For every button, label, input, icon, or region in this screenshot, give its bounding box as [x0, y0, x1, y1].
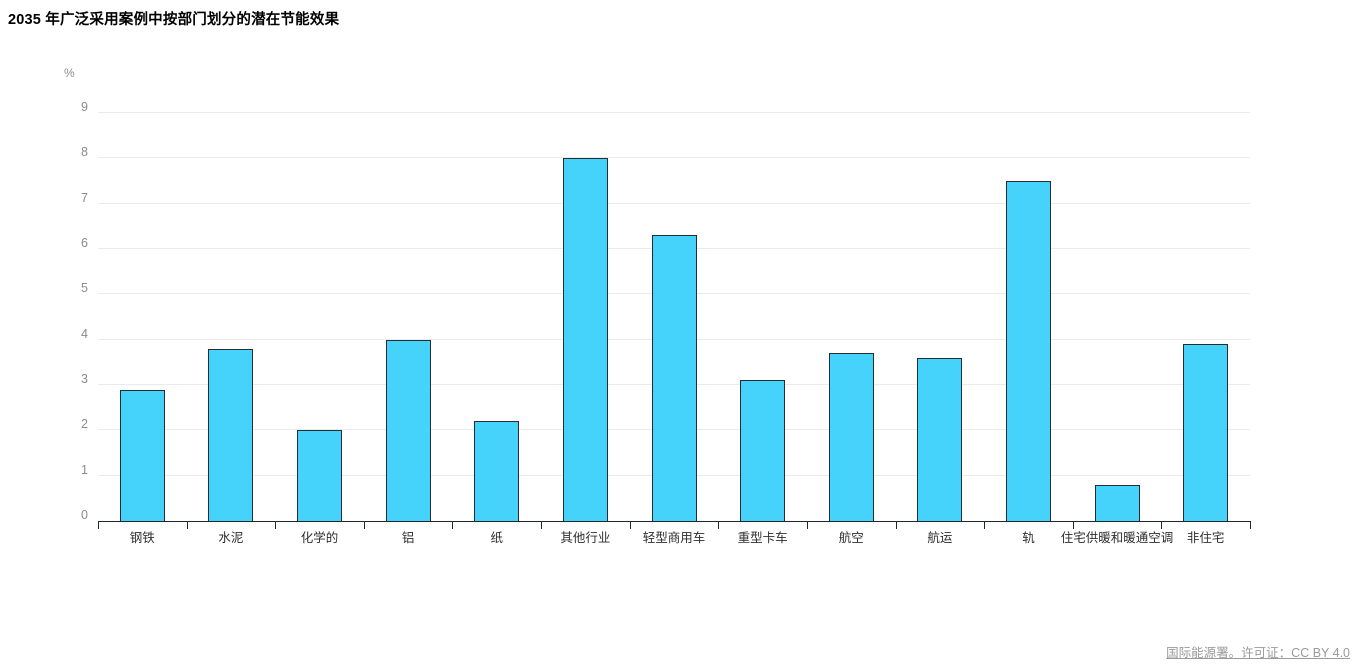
x-axis-category-label: 水泥	[218, 531, 244, 545]
x-axis-category-label: 纸	[490, 531, 504, 545]
y-axis-tick-label: 8	[81, 145, 88, 160]
gridline	[98, 157, 1250, 159]
y-axis-tick-label: 5	[81, 281, 88, 296]
x-axis-category-label: 航运	[927, 531, 953, 545]
bar[interactable]	[740, 380, 786, 521]
x-axis-tick	[452, 521, 454, 529]
y-axis-tick-label: 2	[81, 417, 88, 432]
bar[interactable]	[119, 389, 165, 521]
y-axis-tick-label: 3	[81, 371, 88, 386]
x-axis-category-label: 轨	[1022, 531, 1035, 545]
x-axis-tick	[186, 521, 188, 529]
plot-area: 0 1 2 3 4 5 6 7 8 9 钢铁 水泥 化学的 铝 纸 其他行业 轻型商用车 重型卡车 航空 航运 轨 住宅供…	[81, 101, 1251, 545]
gridline	[98, 202, 1250, 204]
y-axis-tick-label: 9	[81, 99, 88, 114]
bar[interactable]	[385, 339, 431, 521]
y-axis-tick-label: 7	[81, 190, 88, 205]
x-axis-tick	[984, 521, 986, 529]
x-axis-category-label: 轻型商用车	[642, 531, 706, 545]
bar[interactable]	[562, 158, 608, 521]
x-axis-tick	[806, 521, 808, 529]
bar[interactable]	[828, 353, 874, 521]
bar[interactable]	[651, 235, 697, 521]
bar[interactable]	[474, 421, 520, 521]
bar[interactable]	[297, 430, 343, 521]
x-axis-tick	[895, 521, 897, 529]
x-axis-tick	[1161, 521, 1163, 529]
x-axis-tick	[541, 521, 543, 529]
bar[interactable]	[917, 357, 963, 521]
x-axis-category-label: 住宅供暖和暖通空调	[1060, 531, 1174, 545]
x-axis-category-label: 重型卡车	[737, 531, 788, 545]
x-axis-tick	[98, 521, 99, 529]
x-axis-category-label: 铝	[401, 531, 415, 545]
chart-title: 2035 年广泛采用案例中按部门划分的潜在节能效果	[8, 12, 340, 28]
x-axis-category-label: 钢铁	[129, 531, 155, 545]
y-axis-tick-label: 1	[81, 462, 88, 477]
x-axis-tick	[275, 521, 277, 529]
bar[interactable]	[1005, 181, 1051, 521]
gridline	[98, 112, 1250, 113]
x-axis-tick	[363, 521, 365, 529]
source-license-link[interactable]: 国际能源署。许可证：CC BY 4.0	[1166, 646, 1350, 660]
x-axis-category-label: 航空	[838, 531, 864, 545]
y-axis-tick-label: 6	[81, 235, 88, 250]
x-axis-tick	[1250, 521, 1251, 529]
y-axis-tick-label: 0	[81, 507, 88, 522]
bar[interactable]	[208, 348, 254, 521]
x-axis-category-label: 其他行业	[560, 531, 611, 545]
x-axis-category-label: 化学的	[300, 531, 339, 545]
y-axis-unit-label: %	[64, 66, 75, 80]
bar[interactable]	[1094, 484, 1140, 521]
x-axis-tick	[629, 521, 631, 529]
source-attribution: 国际能源署。许可证：CC BY 4.0	[1166, 642, 1350, 661]
bar[interactable]	[1183, 344, 1229, 521]
x-axis-tick	[1072, 521, 1074, 529]
y-axis-tick-label: 4	[81, 326, 88, 341]
x-axis-tick	[718, 521, 720, 529]
x-axis-category-label: 非住宅	[1186, 531, 1225, 545]
